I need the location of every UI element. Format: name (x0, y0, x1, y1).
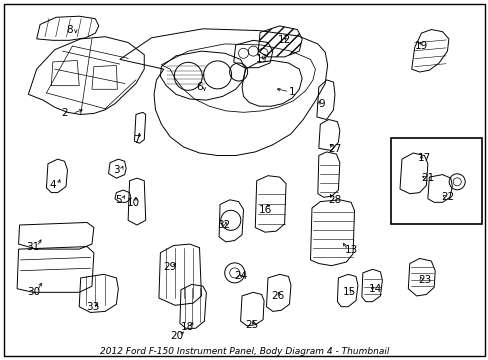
Text: 7: 7 (132, 135, 139, 145)
Text: 1: 1 (288, 87, 295, 97)
Text: 12: 12 (277, 35, 291, 45)
Bar (390, 138, 481, 224)
Text: 2012 Ford F-150 Instrument Panel, Body Diagram 4 - Thumbnail: 2012 Ford F-150 Instrument Panel, Body D… (100, 346, 388, 356)
Text: 26: 26 (270, 291, 284, 301)
Text: 10: 10 (126, 198, 139, 208)
Text: 16: 16 (258, 204, 271, 215)
Text: 3: 3 (113, 165, 120, 175)
Text: 32: 32 (217, 220, 230, 230)
Text: 28: 28 (327, 195, 341, 205)
Text: 23: 23 (417, 275, 430, 285)
Text: 19: 19 (414, 41, 427, 51)
Text: 17: 17 (417, 153, 430, 163)
Text: 24: 24 (233, 271, 247, 282)
Text: 6: 6 (196, 82, 203, 92)
Text: 18: 18 (180, 322, 194, 332)
Text: 13: 13 (344, 245, 357, 255)
Text: 31: 31 (26, 242, 40, 252)
Text: 29: 29 (163, 262, 177, 272)
Text: 33: 33 (86, 302, 100, 312)
Text: 27: 27 (327, 144, 341, 154)
Text: 21: 21 (420, 173, 434, 183)
Text: 14: 14 (368, 284, 382, 294)
Text: 2: 2 (61, 108, 68, 118)
Text: 20: 20 (170, 330, 183, 341)
Text: 4: 4 (49, 180, 56, 190)
Text: 15: 15 (342, 287, 356, 297)
Text: 9: 9 (318, 99, 325, 109)
Text: 8: 8 (66, 24, 73, 35)
Text: 22: 22 (440, 192, 453, 202)
Text: 30: 30 (27, 287, 40, 297)
Text: 5: 5 (115, 195, 122, 205)
Text: 11: 11 (255, 54, 268, 64)
Text: 25: 25 (244, 320, 258, 330)
